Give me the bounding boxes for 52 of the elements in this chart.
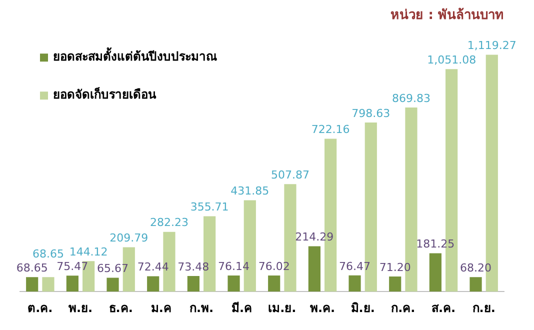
data-label: 73.48 bbox=[178, 260, 210, 274]
data-label: 355.71 bbox=[190, 200, 229, 214]
bar bbox=[147, 276, 160, 292]
data-label: 68.65 bbox=[32, 247, 64, 260]
data-label: 76.47 bbox=[339, 260, 371, 273]
x-tick-label: พ.ย. bbox=[68, 300, 93, 315]
bar bbox=[187, 276, 200, 292]
bar bbox=[470, 277, 482, 292]
data-label: 214.29 bbox=[295, 230, 334, 244]
data-label: 68.20 bbox=[460, 262, 492, 275]
x-tick-label: ก.ย. bbox=[472, 300, 496, 315]
x-tick-label: ธ.ค. bbox=[108, 300, 133, 315]
data-label: 722.16 bbox=[311, 123, 350, 136]
data-label: 65.67 bbox=[97, 262, 129, 276]
data-label: 76.02 bbox=[258, 260, 290, 273]
legend-label: ยอดสะสมตั้งแต่ต้นปีงบประมาณ bbox=[53, 46, 217, 64]
bar bbox=[106, 278, 119, 292]
x-tick-label: ต.ค. bbox=[28, 300, 53, 315]
legend-label: ยอดจัดเก็บรายเดือน bbox=[53, 86, 157, 102]
data-label: 507.87 bbox=[270, 168, 310, 182]
bar bbox=[26, 277, 38, 292]
data-label: 71.20 bbox=[379, 260, 411, 274]
bar bbox=[228, 275, 240, 292]
x-tick-label: เม.ย. bbox=[268, 300, 296, 315]
x-tick-label: ก.ค. bbox=[391, 300, 416, 315]
data-label: 798.63 bbox=[352, 106, 390, 120]
x-tick-label: ม.ค bbox=[150, 300, 172, 315]
data-label: 76.14 bbox=[218, 260, 250, 273]
data-label: 181.25 bbox=[416, 238, 455, 251]
data-label: 282.23 bbox=[150, 216, 188, 230]
data-label: 209.79 bbox=[110, 232, 148, 245]
bar bbox=[389, 276, 402, 292]
x-tick-label: มี.ค bbox=[232, 300, 252, 315]
chart-title: หน่วย : พันล้านบาท bbox=[390, 7, 504, 24]
data-label: 431.85 bbox=[230, 184, 270, 198]
data-label: 869.83 bbox=[392, 92, 430, 105]
data-label: 144.12 bbox=[69, 245, 108, 258]
bar bbox=[42, 277, 54, 292]
x-tick-label: มิ.ย. bbox=[350, 300, 375, 315]
bar bbox=[66, 276, 78, 292]
data-label: 1,051.08 bbox=[427, 53, 476, 66]
x-tick-label: ส.ค. bbox=[431, 300, 456, 315]
data-label: 1,119.27 bbox=[467, 39, 516, 52]
data-label: 68.65 bbox=[16, 261, 48, 274]
x-tick-label: ก.พ. bbox=[189, 300, 214, 315]
data-label: 75.47 bbox=[56, 260, 88, 273]
x-tick-label: พ.ค. bbox=[310, 300, 336, 315]
bar bbox=[268, 276, 280, 292]
bar bbox=[308, 246, 320, 292]
data-label: 72.44 bbox=[137, 260, 169, 274]
bar bbox=[429, 253, 442, 292]
bar bbox=[348, 275, 361, 292]
